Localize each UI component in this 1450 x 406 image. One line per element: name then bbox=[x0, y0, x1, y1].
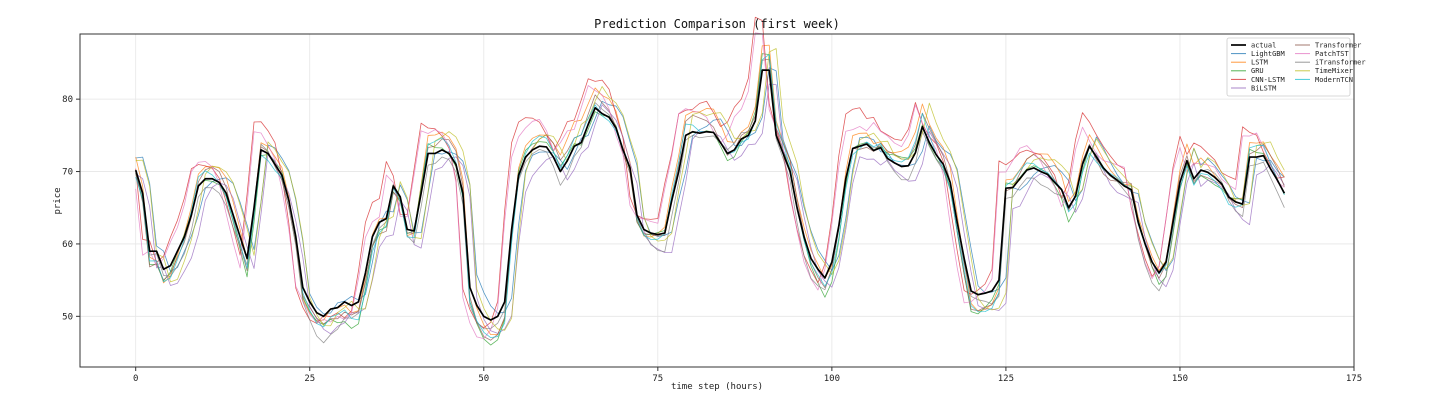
legend-label: LightGBM bbox=[1251, 50, 1285, 58]
legend-label: iTransformer bbox=[1315, 59, 1366, 67]
x-axis-label: time step (hours) bbox=[671, 382, 763, 392]
x-tick-label: 25 bbox=[304, 374, 315, 384]
series-lines bbox=[134, 16, 1286, 346]
legend-label: BiLSTM bbox=[1251, 84, 1276, 92]
x-tick-label: 0 bbox=[133, 374, 138, 384]
series-line-actual bbox=[134, 69, 1286, 321]
y-tick-label: 50 bbox=[62, 312, 73, 322]
y-tick-label: 60 bbox=[62, 240, 73, 250]
legend-box bbox=[1226, 37, 1351, 97]
series-line-cnn-lstm bbox=[135, 16, 1285, 329]
plot-frame bbox=[79, 33, 1355, 368]
axis-ticks: 0 25 50 75 100 125 150 175 50 60 70 80 bbox=[62, 95, 1362, 384]
legend-label: LSTM bbox=[1251, 59, 1268, 67]
legend-label: CNN-LSTM bbox=[1251, 76, 1285, 84]
legend-label: actual bbox=[1251, 41, 1276, 49]
y-tick-label: 70 bbox=[62, 168, 73, 178]
legend-label: ModernTCN bbox=[1315, 76, 1353, 84]
x-tick-label: 75 bbox=[652, 374, 663, 384]
legend-label: GRU bbox=[1251, 67, 1264, 75]
legend-label: Transformer bbox=[1315, 41, 1361, 49]
x-tick-label: 125 bbox=[998, 374, 1014, 384]
x-tick-label: 175 bbox=[1346, 374, 1362, 384]
chart-title: Prediction Comparison (first week) bbox=[594, 17, 840, 31]
legend-label: PatchTST bbox=[1315, 50, 1350, 58]
x-tick-label: 100 bbox=[824, 374, 840, 384]
legend-label: TimeMixer bbox=[1315, 67, 1353, 75]
x-tick-label: 150 bbox=[1172, 374, 1188, 384]
y-axis-label: price bbox=[53, 187, 63, 214]
series-line-timemixer bbox=[135, 48, 1285, 331]
y-tick-label: 80 bbox=[62, 95, 73, 105]
x-tick-label: 50 bbox=[478, 374, 489, 384]
series-line-lstm bbox=[135, 44, 1285, 335]
